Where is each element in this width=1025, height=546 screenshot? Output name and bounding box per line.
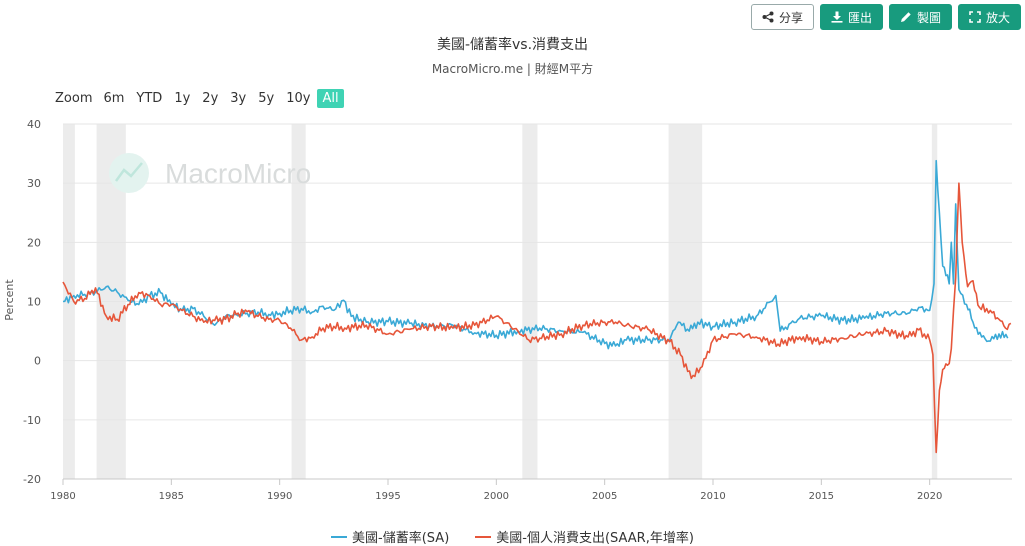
y-tick-label: 0	[34, 355, 41, 368]
x-tick-label: 2000	[484, 491, 509, 502]
x-tick-label: 2015	[809, 491, 834, 502]
y-axis-label: Percent	[3, 279, 16, 321]
y-tick-label: -20	[23, 473, 41, 486]
range-selector: Zoom 6m YTD 1y 2y 3y 5y 10y All	[55, 89, 344, 108]
y-tick-label: 30	[27, 177, 41, 190]
share-button[interactable]: 分享	[750, 4, 814, 30]
zoom-label: Zoom	[55, 91, 93, 106]
expand-button[interactable]: 放大	[957, 4, 1021, 30]
watermark-text: MacroMicro	[165, 158, 311, 189]
y-tick-label: 20	[27, 236, 41, 249]
expand-label: 放大	[985, 10, 1010, 25]
share-label: 分享	[778, 10, 803, 25]
x-tick-label: 1980	[50, 491, 75, 502]
legend: 美國-儲蓄率(SA) 美國-個人消費支出(SAAR,年增率)	[0, 527, 1025, 546]
legend-label-savings: 美國-儲蓄率(SA)	[352, 531, 450, 546]
watermark: MacroMicro	[109, 153, 311, 193]
legend-item-savings[interactable]: 美國-儲蓄率(SA)	[331, 527, 449, 546]
draw-label: 製圖	[916, 10, 941, 25]
legend-swatch-consumption	[475, 535, 492, 538]
range-all-button[interactable]: All	[317, 89, 344, 108]
range-3y-button[interactable]: 3y	[230, 91, 247, 106]
x-tick-label: 2010	[700, 491, 725, 502]
range-6m-button[interactable]: 6m	[103, 91, 125, 106]
export-button[interactable]: 匯出	[819, 4, 883, 30]
x-tick-label: 1995	[375, 491, 400, 502]
range-1y-button[interactable]: 1y	[174, 91, 191, 106]
series-line-consumption	[62, 182, 1012, 454]
x-tick-label: 2005	[592, 491, 617, 502]
y-tick-label: -10	[23, 414, 41, 427]
pencil-icon	[900, 12, 911, 22]
x-tick-label: 1990	[267, 491, 292, 502]
legend-label-consumption: 美國-個人消費支出(SAAR,年增率)	[496, 531, 694, 546]
range-10y-button[interactable]: 10y	[286, 91, 311, 106]
toolbar: 分享 匯出 製圖 放大	[750, 4, 1021, 30]
legend-swatch-savings	[331, 535, 348, 538]
chart-subtitle: MacroMicro.me | 財經M平方	[431, 62, 594, 76]
range-2y-button[interactable]: 2y	[202, 91, 219, 106]
draw-button[interactable]: 製圖	[888, 4, 952, 30]
watermark-trend-icon	[114, 162, 143, 182]
range-ytd-button[interactable]: YTD	[136, 91, 163, 106]
range-5y-button[interactable]: 5y	[258, 91, 275, 106]
expand-icon	[969, 11, 981, 23]
y-tick-label: 10	[27, 296, 41, 309]
download-icon	[831, 11, 843, 23]
y-tick-label: 40	[27, 118, 41, 131]
chart-title: 美國-儲蓄率vs.消費支出	[436, 37, 589, 53]
legend-item-consumption[interactable]: 美國-個人消費支出(SAAR,年增率)	[475, 527, 694, 546]
share-icon	[762, 11, 774, 23]
x-tick-label: 2020	[917, 491, 942, 502]
export-label: 匯出	[847, 10, 872, 25]
x-tick-label: 1985	[159, 491, 184, 502]
